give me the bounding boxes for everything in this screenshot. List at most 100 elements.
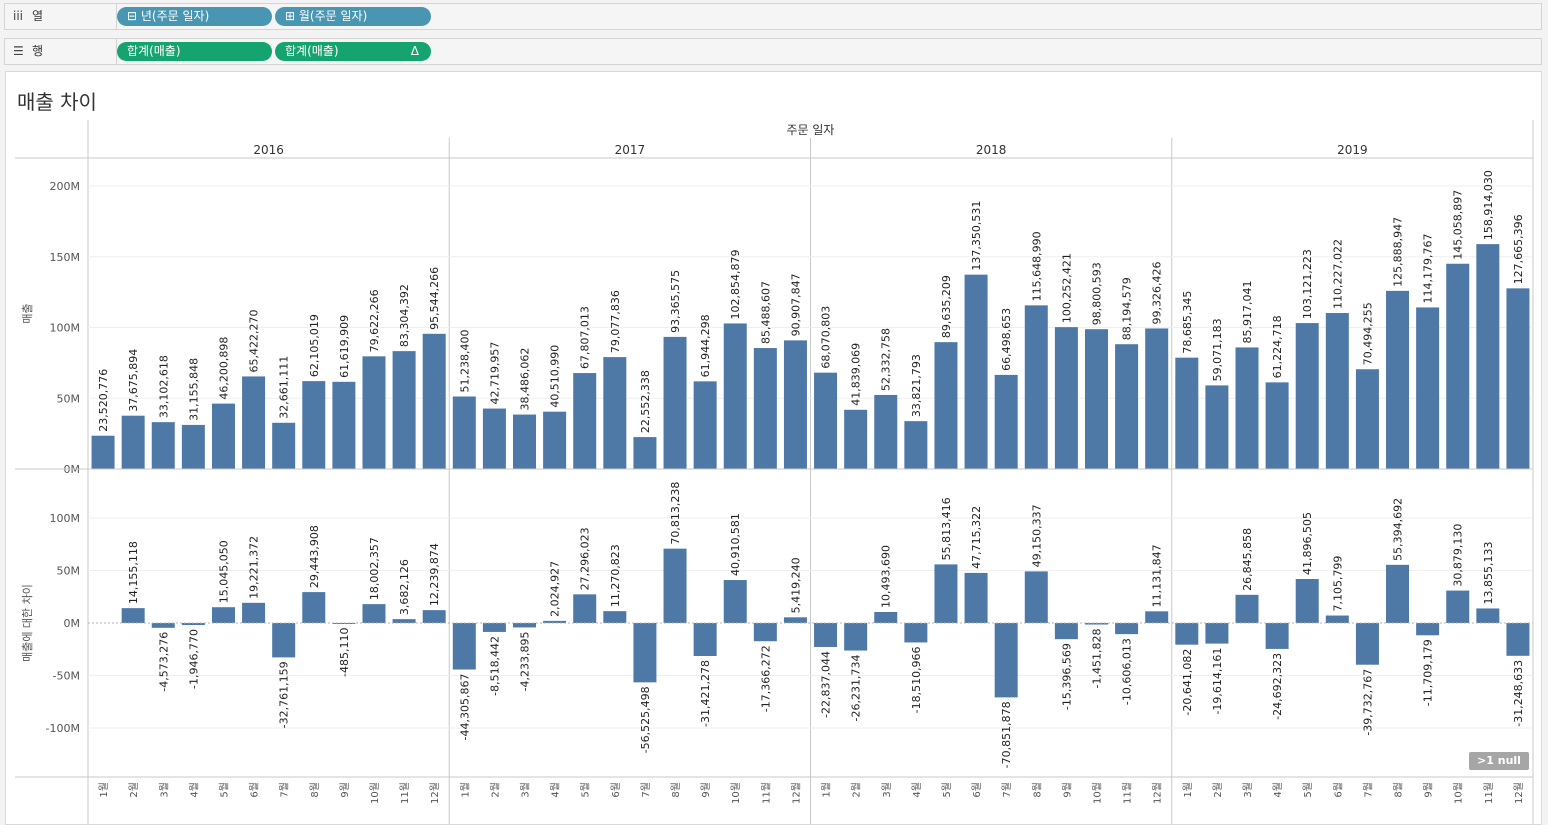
rows-shelf: ☰ 행 합계(매출) 합계(매출) Δ: [4, 38, 1542, 65]
y-tick-difference: 0M: [64, 617, 81, 630]
data-label-difference: -31,421,278: [699, 660, 712, 727]
bar-difference: [783, 617, 807, 623]
year-header-2016: 2016: [253, 143, 284, 157]
bar-difference: [753, 623, 777, 642]
data-label-sales: 70,494,255: [1361, 302, 1374, 365]
month-tick: 8월: [1031, 782, 1043, 798]
data-label-sales: 38,486,062: [519, 348, 532, 411]
month-tick: 6월: [1332, 782, 1344, 798]
sheet-title: 매출 차이: [17, 90, 97, 114]
data-label-difference: 11,131,847: [1151, 544, 1164, 607]
y-tick-sales: 100M: [50, 322, 81, 335]
bar-sales: [362, 356, 386, 469]
bar-sales: [151, 422, 175, 469]
bar-sales: [1024, 305, 1048, 469]
data-label-difference: -44,305,867: [458, 674, 471, 741]
bar-difference: [211, 607, 235, 623]
data-label-difference: -32,761,159: [278, 661, 291, 728]
month-tick: 6월: [249, 782, 261, 798]
sum-sales-diff-pill[interactable]: 합계(매출) Δ: [275, 42, 431, 61]
data-label-sales: 98,800,593: [1090, 262, 1103, 325]
bar-difference: [994, 623, 1018, 698]
rows-shelf-label: ☰ 행: [5, 39, 117, 64]
bar-sales: [242, 376, 266, 469]
data-label-difference: 41,896,505: [1301, 512, 1314, 575]
bar-sales: [633, 437, 657, 469]
header-title: 주문 일자: [787, 123, 835, 137]
bar-difference: [1084, 623, 1108, 625]
data-label-difference: 55,813,416: [940, 497, 953, 560]
bar-difference: [633, 623, 657, 683]
bar-difference: [1235, 594, 1259, 623]
data-label-difference: -1,451,828: [1090, 629, 1103, 689]
month-tick: 2월: [489, 782, 501, 798]
bar-sales: [392, 351, 416, 469]
bar-difference: [1386, 564, 1410, 623]
y-axis-title-sales: 매출: [21, 303, 34, 323]
bar-difference: [1325, 615, 1349, 623]
data-label-sales: 145,058,897: [1452, 190, 1465, 260]
data-label-sales: 68,070,803: [820, 306, 833, 369]
delta-icon: Δ: [410, 44, 419, 58]
month-tick: 11월: [760, 782, 772, 804]
data-label-sales: 79,622,266: [368, 289, 381, 352]
data-label-sales: 114,179,767: [1422, 233, 1435, 303]
data-label-sales: 40,510,990: [549, 345, 562, 408]
data-label-difference: 10,493,690: [880, 545, 893, 608]
year-order-date-pill[interactable]: ⊟ 년(주문 일자): [117, 7, 272, 26]
month-tick: 9월: [339, 782, 351, 798]
data-label-sales: 102,854,879: [729, 249, 742, 319]
bar-sales: [543, 411, 567, 469]
month-tick: 3월: [158, 782, 170, 798]
data-label-sales: 90,907,847: [789, 273, 802, 336]
month-tick: 10월: [1091, 782, 1103, 804]
month-tick: 7월: [279, 782, 291, 798]
month-tick: 10월: [369, 782, 381, 804]
data-label-difference: 18,002,357: [368, 537, 381, 600]
data-label-difference: -39,732,767: [1361, 669, 1374, 736]
month-order-date-pill[interactable]: ⊞ 월(주문 일자): [275, 7, 431, 26]
month-tick: 9월: [1423, 782, 1435, 798]
month-tick: 9월: [700, 782, 712, 798]
y-tick-difference: 100M: [50, 512, 81, 525]
bar-sales: [91, 435, 115, 469]
bar-sales: [964, 274, 988, 469]
month-tick: 2월: [128, 782, 140, 798]
bar-sales: [874, 394, 898, 469]
month-tick: 8월: [309, 782, 321, 798]
data-label-difference: -17,366,272: [759, 645, 772, 712]
bar-difference: [302, 592, 326, 623]
null-indicator[interactable]: >1 null: [1469, 752, 1529, 770]
bar-difference: [121, 608, 145, 623]
data-label-difference: 29,443,908: [308, 525, 321, 588]
bar-sales: [1145, 328, 1169, 469]
month-tick: 1월: [459, 782, 471, 798]
month-tick: 10월: [1453, 782, 1465, 804]
bar-difference: [242, 602, 266, 623]
data-label-difference: -20,641,082: [1181, 649, 1194, 716]
data-label-difference: -24,692,323: [1271, 653, 1284, 720]
columns-shelf: iii 열 ⊟ 년(주문 일자) ⊞ 월(주문 일자): [4, 3, 1542, 30]
bar-sales: [1235, 347, 1259, 469]
month-tick: 8월: [670, 782, 682, 798]
bar-difference: [272, 623, 296, 658]
data-label-sales: 158,914,030: [1482, 170, 1495, 240]
data-label-difference: 5,419,240: [789, 557, 802, 613]
data-label-sales: 31,155,848: [187, 358, 200, 421]
data-label-difference: -56,525,498: [639, 686, 652, 753]
bar-difference: [1416, 623, 1440, 636]
bar-difference: [573, 594, 597, 623]
bar-sales: [814, 372, 838, 469]
data-label-sales: 22,552,338: [639, 370, 652, 433]
bar-difference: [904, 623, 928, 643]
data-label-sales: 51,238,400: [458, 330, 471, 393]
data-label-difference: 30,879,130: [1452, 524, 1465, 587]
month-tick: 5월: [218, 782, 230, 798]
month-tick: 7월: [1362, 782, 1374, 798]
month-tick: 11월: [1122, 782, 1134, 804]
data-label-difference: 27,296,023: [579, 527, 592, 590]
data-label-difference: 2,024,927: [549, 561, 562, 617]
bar-sales: [121, 415, 145, 469]
sum-sales-pill[interactable]: 합계(매출): [117, 42, 272, 61]
rows-icon: ☰: [13, 44, 24, 58]
